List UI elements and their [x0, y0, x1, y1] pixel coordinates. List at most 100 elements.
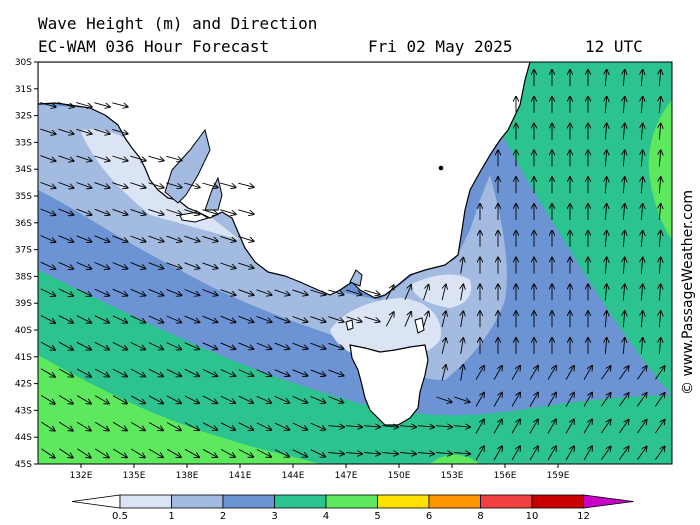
direction-arrow — [461, 311, 464, 328]
direction-arrow — [148, 182, 163, 188]
direction-arrow — [130, 155, 145, 161]
direction-arrow — [166, 182, 181, 188]
direction-arrow — [40, 261, 56, 269]
band-05-1m-vic — [410, 274, 472, 308]
direction-arrow — [148, 288, 164, 295]
direction-arrow — [659, 338, 660, 355]
direction-arrow — [40, 102, 55, 108]
lon-label: 153E — [441, 471, 464, 481]
forecast-date: Fri 02 May 2025 — [368, 37, 513, 56]
direction-arrow — [659, 150, 660, 167]
direction-arrow — [130, 395, 145, 404]
lat-label: 42S — [15, 380, 32, 390]
direction-arrow — [202, 422, 217, 430]
direction-arrow — [310, 449, 325, 457]
direction-arrow — [220, 262, 235, 268]
direction-arrow — [641, 97, 642, 113]
direction-arrow — [58, 341, 73, 350]
direction-arrow — [623, 231, 624, 247]
direction-arrow — [184, 448, 199, 457]
direction-arrow — [58, 181, 74, 188]
port-phillip — [349, 269, 363, 287]
direction-arrow — [292, 422, 308, 430]
direction-arrow — [94, 368, 109, 377]
legend-label: 8 — [477, 511, 483, 522]
direction-arrow — [94, 182, 109, 188]
direction-arrow — [148, 155, 163, 160]
direction-arrow — [238, 182, 253, 187]
direction-arrow — [475, 366, 484, 380]
direction-arrow — [641, 204, 642, 221]
direction-arrow — [220, 422, 235, 430]
direction-arrow — [601, 447, 610, 461]
direction-arrow — [40, 315, 55, 323]
direction-arrow — [423, 312, 429, 327]
direction-arrow — [166, 422, 181, 431]
direction-arrow — [256, 342, 272, 349]
direction-arrow — [94, 288, 110, 296]
direction-arrow — [112, 128, 127, 133]
band-4-5m — [38, 355, 320, 464]
direction-arrow — [274, 316, 290, 322]
lat-label: 32S — [15, 112, 32, 122]
direction-arrow — [76, 395, 91, 404]
direction-arrow — [238, 422, 253, 430]
forecast-model: EC-WAM 036 Hour Forecast — [38, 37, 270, 56]
direction-arrow — [404, 285, 411, 300]
lat-label: 45S — [15, 460, 32, 470]
legend-swatch — [171, 494, 224, 509]
direction-arrow — [637, 447, 646, 461]
direction-arrow — [148, 395, 163, 404]
direction-arrow — [112, 421, 127, 430]
direction-arrow — [130, 422, 145, 430]
direction-arrow — [220, 395, 235, 403]
direction-arrow — [623, 97, 624, 113]
direction-arrow — [202, 235, 217, 241]
lat-label: 35S — [15, 192, 32, 202]
direction-arrow — [148, 422, 163, 431]
direction-arrow — [166, 315, 182, 322]
direction-arrow — [76, 155, 91, 161]
direction-arrow — [148, 342, 163, 350]
direction-arrow — [623, 258, 624, 274]
direction-arrow — [655, 366, 664, 380]
direction-arrow — [417, 426, 434, 427]
direction-arrow — [399, 453, 416, 454]
direction-arrow — [76, 315, 91, 323]
direction-arrow — [461, 338, 464, 354]
direction-arrow — [565, 366, 574, 380]
direction-arrow — [475, 393, 484, 407]
direction-arrow — [493, 446, 502, 461]
direction-arrow — [292, 395, 308, 402]
direction-arrow — [166, 209, 181, 215]
direction-arrow — [454, 396, 469, 402]
direction-arrow — [94, 448, 109, 458]
band-3-4m-east — [500, 62, 672, 395]
legend-swatch — [222, 494, 275, 509]
direction-arrow — [659, 284, 660, 301]
direction-arrow — [659, 258, 660, 274]
direction-arrow — [202, 209, 217, 215]
direction-arrow — [238, 449, 253, 457]
direction-arrow — [659, 311, 660, 328]
lon-label: 132E — [70, 471, 93, 481]
direction-arrow — [40, 235, 56, 242]
lon-label: 150E — [388, 471, 411, 481]
lord-howe-island — [438, 165, 444, 171]
direction-arrow — [327, 426, 344, 427]
wave-direction-arrows — [40, 70, 664, 461]
band-3-4m — [38, 270, 672, 464]
direction-arrow — [292, 289, 307, 295]
direction-arrow — [220, 235, 235, 241]
direction-arrow — [327, 453, 344, 454]
legend-swatch — [274, 494, 327, 509]
direction-arrow — [184, 342, 200, 350]
legend-swatch — [480, 494, 533, 509]
direction-arrow — [435, 453, 452, 454]
direction-arrow — [94, 208, 110, 215]
legend-label: 4 — [323, 511, 329, 522]
direction-arrow — [619, 420, 628, 434]
direction-arrow — [363, 426, 380, 427]
direction-arrow — [310, 289, 325, 295]
direction-arrow — [529, 393, 538, 407]
